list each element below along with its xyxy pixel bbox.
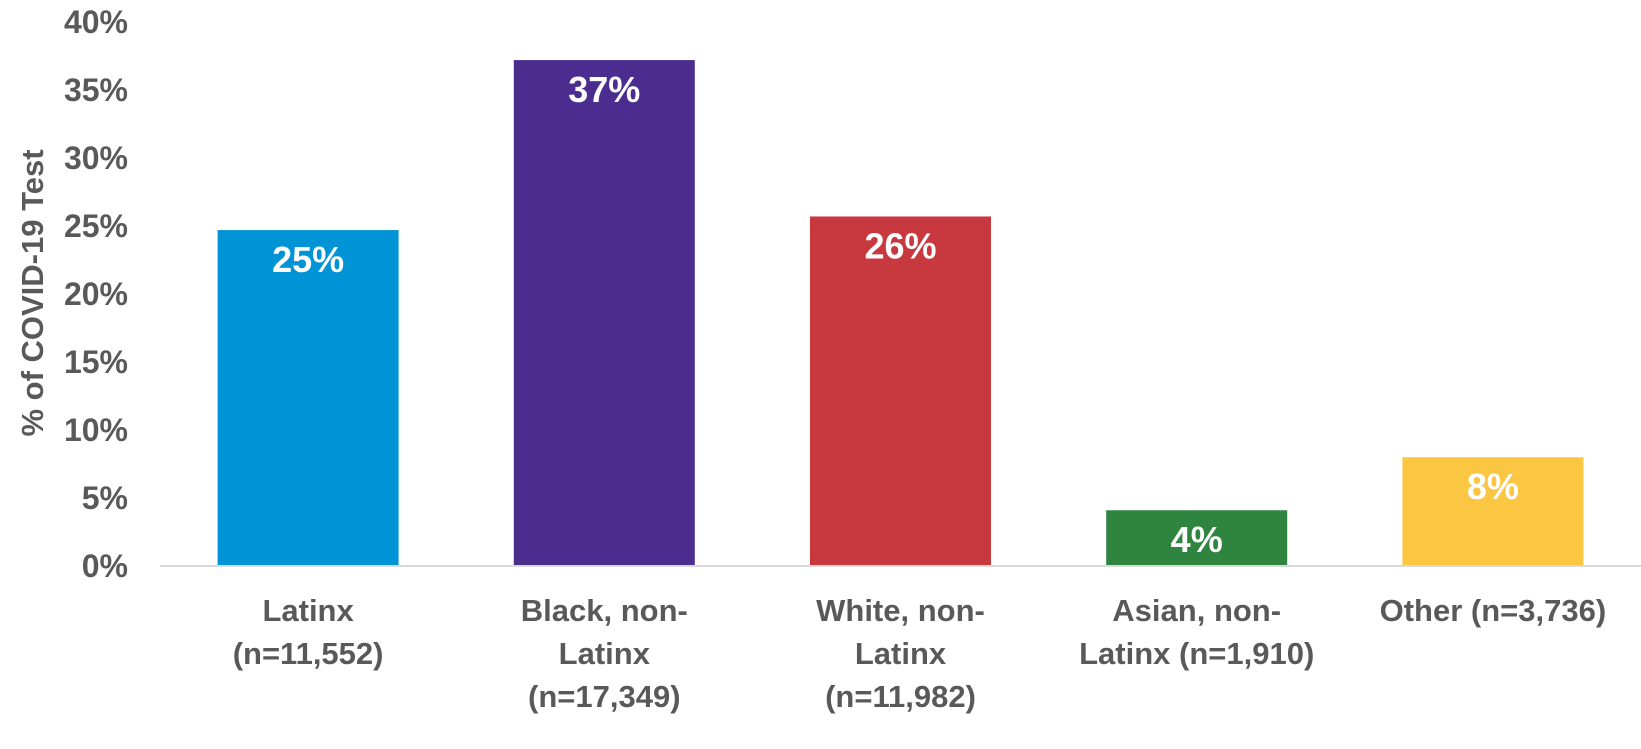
bars — [217, 60, 1584, 567]
bar — [513, 60, 695, 567]
y-tick-label: 40% — [64, 4, 128, 40]
bar-data-label: 4% — [1171, 519, 1223, 560]
y-tick-label: 20% — [64, 276, 128, 312]
x-axis-labels: Latinx (n=11,552) Black, non- Latinx (n=17,3… — [233, 593, 1606, 714]
x-category-label: Black, non- — [521, 593, 688, 628]
data-labels: 25% 37% 26% 4% 8% — [272, 69, 1519, 560]
y-axis-title: % of COVID-19 Test — [15, 149, 50, 436]
bar-data-label: 8% — [1467, 466, 1519, 507]
y-tick-label: 5% — [82, 480, 128, 516]
bar — [1106, 510, 1288, 566]
bar-data-label: 25% — [272, 239, 344, 280]
bar — [217, 230, 399, 566]
y-tick-label: 25% — [64, 208, 128, 244]
x-category-label: Latinx — [262, 593, 354, 628]
x-category-label: Latinx — [855, 636, 947, 671]
y-tick-label: 0% — [82, 548, 128, 584]
x-category-label: White, non- — [816, 593, 985, 628]
y-tick-label: 10% — [64, 412, 128, 448]
bar-data-label: 26% — [864, 225, 936, 266]
y-axis-ticks: 0% 5% 10% 15% 20% 25% 30% 35% 40% — [64, 4, 128, 584]
x-category-label: Other (n=3,736) — [1380, 593, 1607, 628]
bar-data-label: 37% — [568, 69, 640, 110]
y-tick-label: 15% — [64, 344, 128, 380]
x-category-label: (n=11,982) — [825, 679, 976, 714]
y-tick-label: 35% — [64, 72, 128, 108]
x-category-label: Latinx (n=1,910) — [1079, 636, 1314, 671]
x-category-label: Asian, non- — [1112, 593, 1281, 628]
x-category-label: Latinx — [559, 636, 651, 671]
x-category-label: (n=17,349) — [528, 679, 681, 714]
y-tick-label: 30% — [64, 140, 128, 176]
x-category-label: (n=11,552) — [233, 636, 384, 671]
bar — [810, 216, 991, 567]
bar — [1402, 457, 1584, 566]
